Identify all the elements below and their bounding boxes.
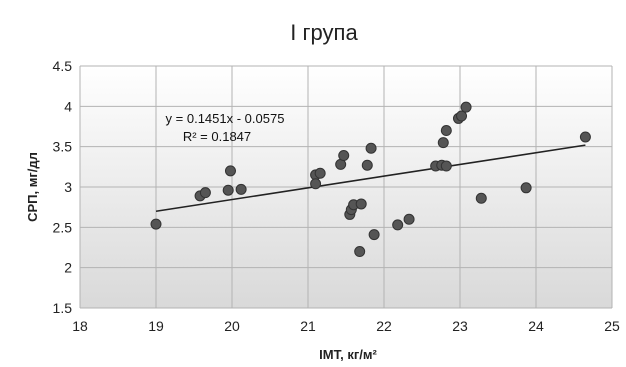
data-point [199, 187, 211, 199]
x-tick-label: 20 [224, 318, 240, 334]
data-point [338, 150, 350, 162]
data-point [579, 131, 591, 143]
data-point [475, 192, 487, 204]
y-tick-label: 3.5 [53, 139, 73, 155]
data-point [354, 246, 366, 258]
x-tick-label: 25 [604, 318, 620, 334]
x-tick-label: 21 [300, 318, 316, 334]
data-point [310, 178, 322, 190]
y-tick-labels: 1.5 2 2.5 3 3.5 4 4.5 [53, 58, 73, 316]
data-point [355, 198, 367, 210]
x-tick-label: 19 [148, 318, 164, 334]
data-point [440, 160, 452, 172]
y-tick-label: 1.5 [53, 300, 73, 316]
data-point [368, 229, 380, 241]
data-point [520, 182, 532, 194]
data-point [456, 110, 468, 122]
gridlines [79, 65, 613, 309]
data-point [361, 159, 373, 171]
data-point [365, 142, 377, 154]
y-tick-label: 4 [64, 98, 72, 114]
data-point [235, 183, 247, 195]
chart-title: I група [290, 20, 358, 45]
data-point [224, 165, 236, 177]
data-points [150, 101, 591, 258]
y-axis-label: СРП, мг/дл [25, 152, 40, 222]
x-tick-label: 18 [72, 318, 88, 334]
data-point [150, 218, 162, 230]
x-axis-label: IMT, кг/м² [319, 347, 377, 362]
trendline [155, 144, 586, 213]
data-point [437, 137, 449, 149]
x-tick-label: 23 [452, 318, 468, 334]
y-tick-label: 3 [64, 179, 72, 195]
data-point [222, 184, 234, 196]
data-point [403, 213, 415, 225]
y-tick-label: 2 [64, 260, 72, 276]
y-tick-label: 4.5 [53, 58, 73, 74]
trendline-equation: y = 0.1451x - 0.0575 [166, 111, 285, 126]
data-point [314, 167, 326, 179]
r-squared-label: R² = 0.1847 [183, 129, 251, 144]
x-tick-label: 22 [376, 318, 392, 334]
data-point [440, 125, 452, 137]
data-point [460, 101, 472, 113]
data-point [392, 219, 404, 231]
x-tick-label: 24 [528, 318, 544, 334]
x-tick-labels: 18 19 20 21 22 23 24 25 [72, 318, 620, 334]
y-tick-label: 2.5 [53, 219, 73, 235]
